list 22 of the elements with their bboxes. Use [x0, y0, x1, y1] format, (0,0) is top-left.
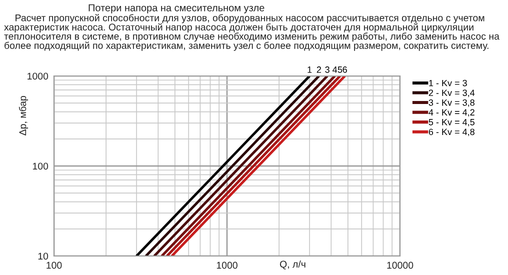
x-tick-label: 10000	[387, 262, 414, 269]
y-tick-label: 1000	[28, 72, 48, 80]
annotation: 3	[325, 66, 330, 73]
annotation: 4	[332, 66, 338, 73]
chart-subtitle: Расчет пропускной способности для узлов, оборудованных насосом рассчитывается отдельно с учетом характеристик насоса. Остаточный напор насоса должен быть достаточен для нормальной циркуляции теплоносителя в системе, в противном случае необходимо изменить режим работы, либо заменить насос на более подходящий по характеристикам, заменить узел с более подходящим размером, сократить систему.	[4, 14, 500, 51]
legend-label: 1 - Kv = 3	[429, 80, 467, 86]
y-axis-title: Δp, мбар	[18, 96, 28, 136]
annotation: 6	[342, 66, 347, 73]
annotation: 5	[338, 66, 342, 73]
legend-label: 3 - Kv = 3,8	[428, 99, 474, 107]
x-tick-label: 100	[46, 262, 62, 269]
y-tick-label: 10	[38, 252, 48, 260]
legend-label: 5 - Kv = 4,5	[428, 119, 474, 126]
x-axis-title: Q, л/ч	[280, 260, 306, 270]
x-tick-label: 1000	[216, 262, 238, 269]
legend-label: 4 - Kv = 4,2	[428, 109, 474, 117]
legend-label: 6 - Kv = 4,8	[428, 128, 474, 136]
legend-label: 2 - Kv = 3,4	[428, 90, 475, 98]
annotation: 2	[316, 66, 322, 73]
chart-title: Потери напора на смесительном узле	[88, 4, 264, 14]
y-tick-label: 100	[32, 162, 48, 170]
annotation: 1	[308, 66, 312, 73]
